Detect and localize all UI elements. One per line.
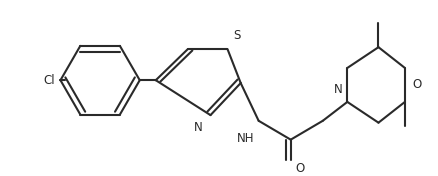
Text: NH: NH <box>237 132 254 145</box>
Text: O: O <box>296 162 305 175</box>
Text: N: N <box>334 83 343 96</box>
Text: O: O <box>413 78 422 91</box>
Text: S: S <box>233 29 240 42</box>
Text: N: N <box>194 121 203 134</box>
Text: Cl: Cl <box>43 74 55 87</box>
